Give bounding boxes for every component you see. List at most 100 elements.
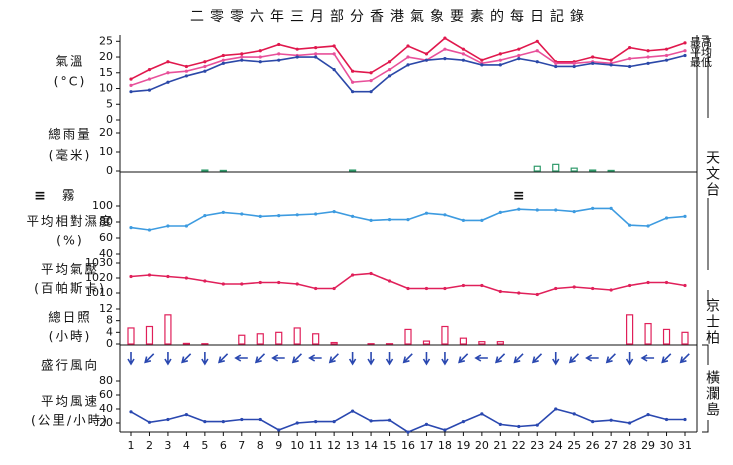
wind-arrow [661, 353, 672, 364]
point [646, 49, 650, 53]
point [221, 58, 225, 62]
point [609, 288, 613, 292]
panel-label: (百帕斯卡) [34, 281, 106, 296]
point [461, 58, 465, 62]
point [295, 213, 299, 217]
bar [201, 169, 209, 172]
point [591, 420, 595, 424]
point [295, 47, 299, 51]
point [535, 49, 539, 53]
x-tick-label: 12 [327, 439, 341, 452]
point [166, 80, 170, 84]
point [628, 283, 632, 288]
x-tick-label: 2 [146, 439, 153, 452]
wind-arrow [385, 352, 394, 366]
legend-label: 最低 [690, 56, 712, 69]
wind-arrow [308, 354, 322, 362]
bar [275, 331, 283, 345]
wind-arrow [217, 353, 229, 364]
point [535, 292, 539, 297]
point [221, 53, 225, 58]
wind-arrow [552, 352, 560, 366]
x-tick-label: 31 [678, 439, 692, 452]
y-tick-label: 5 [106, 97, 113, 110]
panel-label: 平均風速 [41, 394, 99, 409]
point [314, 286, 318, 291]
point [351, 409, 355, 413]
wind-arrow [328, 353, 339, 364]
point [258, 214, 262, 218]
wind-arrow [494, 353, 506, 364]
point [332, 52, 336, 56]
y-tick-label: 10 [99, 145, 113, 158]
point [314, 212, 318, 216]
x-tick-label: 19 [456, 439, 470, 452]
panel-label: 盛行風向 [41, 358, 99, 373]
wind-arrow [605, 353, 616, 364]
x-tick-label: 26 [586, 439, 600, 452]
point [591, 286, 595, 291]
y-tick-label: 80 [99, 215, 113, 228]
panel-label: (%) [56, 233, 84, 248]
point [646, 413, 650, 417]
point [351, 69, 355, 73]
point [628, 421, 632, 425]
y-tick-label: 0 [106, 113, 113, 126]
panel-label: 總日照 [48, 310, 92, 325]
point [166, 224, 170, 228]
x-tick-label: 3 [164, 439, 171, 452]
point [591, 61, 595, 65]
point [369, 271, 373, 276]
point [664, 216, 669, 220]
wind-arrow [474, 354, 488, 362]
wind-arrow [181, 353, 192, 364]
point [443, 428, 447, 432]
point [129, 226, 133, 230]
point [498, 58, 502, 62]
point [387, 418, 392, 422]
x-tick-label: 16 [401, 439, 415, 452]
x-tick-label: 27 [604, 439, 618, 452]
wind-arrow [422, 352, 431, 366]
y-tick-label: 80 [99, 374, 113, 387]
point [369, 90, 373, 94]
point [480, 218, 484, 222]
point [664, 417, 669, 422]
bar [164, 314, 172, 345]
point [646, 280, 650, 285]
point [184, 413, 188, 417]
point [221, 61, 225, 65]
point [147, 77, 152, 81]
y-tick-label: 40 [99, 247, 113, 260]
point [498, 63, 502, 67]
y-tick-label: 25 [99, 34, 113, 47]
y-tick-label: 100 [92, 199, 113, 212]
wind-arrow [625, 352, 634, 366]
point [129, 77, 133, 81]
station-label: 天文台 [704, 150, 720, 198]
bar [570, 167, 578, 172]
point [443, 213, 447, 217]
station-label: 橫瀾島 [704, 370, 720, 418]
point [129, 274, 133, 279]
wind-arrow [348, 352, 357, 366]
bar [607, 169, 615, 172]
point [203, 69, 207, 73]
point [184, 69, 188, 73]
point [351, 214, 355, 218]
bar [330, 341, 338, 345]
legend-label: 平均 [690, 46, 712, 59]
point [277, 42, 281, 47]
point [461, 218, 465, 222]
bar [404, 328, 412, 345]
wind-arrow [568, 353, 580, 364]
point [369, 419, 373, 423]
point [387, 74, 392, 78]
point [277, 214, 281, 218]
y-tick-label: 8 [106, 314, 113, 327]
point [387, 68, 392, 72]
point [609, 206, 613, 210]
point [424, 58, 429, 62]
point [166, 274, 170, 279]
x-tick-label: 5 [201, 439, 208, 452]
